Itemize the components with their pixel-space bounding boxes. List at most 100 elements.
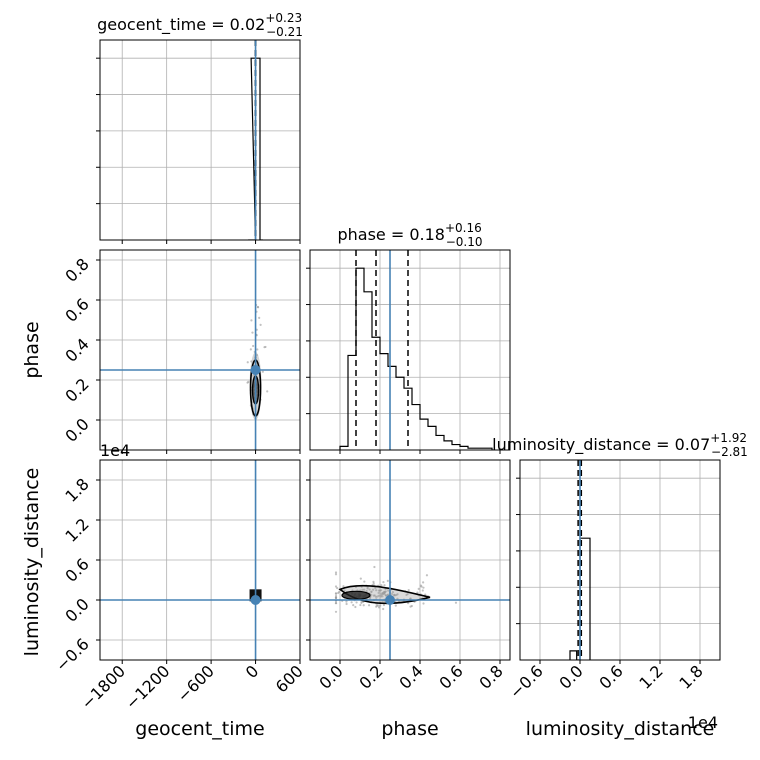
sample-point — [363, 580, 366, 583]
scatter-geocent_time-vs-luminosity_distance: −1800−1200 −600 0 600 −0.6 0.0 0.6 1.2 1.8 — [52, 459, 307, 713]
sample-point — [368, 588, 371, 591]
x-tick-label: −600 — [173, 661, 218, 706]
sample-point — [337, 591, 340, 595]
sample-point — [249, 348, 252, 351]
sample-point — [334, 592, 338, 595]
sample-point — [454, 601, 458, 604]
sample-point — [345, 600, 348, 603]
sample-point — [417, 587, 420, 590]
sample-point — [382, 607, 385, 611]
sample-point — [372, 580, 375, 583]
hist-luminosity_distance: −0.6 0.0 0.6 1.2 1.8 luminosity_distance = 0.… — [492, 431, 748, 702]
sample-point — [334, 571, 338, 574]
x-tick-label: 600 — [272, 661, 307, 696]
sample-point — [375, 605, 378, 608]
y-tick-label: 0.0 — [61, 414, 92, 445]
x-tick-label: 0.4 — [395, 661, 426, 692]
sample-point — [377, 589, 381, 592]
y-tick-label: −0.6 — [52, 634, 93, 675]
sample-point — [377, 606, 381, 609]
sample-point — [352, 604, 355, 607]
sample-point — [381, 592, 384, 595]
sample-point — [354, 605, 357, 609]
sample-point — [334, 596, 338, 600]
sample-point — [342, 585, 345, 588]
sample-point — [405, 593, 408, 597]
sample-point — [394, 604, 397, 607]
sample-point — [425, 574, 429, 577]
sample-point — [424, 593, 427, 596]
sample-point — [383, 584, 386, 587]
sample-point — [250, 319, 253, 322]
sample-point — [407, 588, 410, 592]
sample-point — [422, 581, 425, 584]
y-tick-label: 1.2 — [61, 514, 92, 545]
x-tick-label: 0.0 — [315, 661, 346, 692]
sample-point — [246, 361, 249, 364]
sample-point — [416, 591, 419, 594]
sample-point — [366, 586, 369, 589]
sample-point — [382, 581, 385, 584]
panel-title: phase = 0.18+0.16 −0.10 — [337, 221, 482, 249]
histogram-steps — [339, 267, 493, 450]
plot-area — [100, 250, 300, 450]
sample-point — [359, 603, 362, 607]
sample-point — [336, 586, 339, 590]
x-tick-label: 0.6 — [435, 661, 466, 692]
sample-point — [251, 331, 254, 334]
truth-marker — [250, 365, 261, 375]
sample-point — [372, 588, 375, 591]
y-tick-label: 0.2 — [61, 374, 92, 405]
axis-label: luminosity_distance — [21, 468, 43, 657]
y-tick-label: 0.8 — [61, 254, 92, 285]
sample-point — [383, 591, 386, 595]
y-offset-text: 1e4 — [100, 441, 130, 460]
axis-label: geocent_time — [135, 718, 264, 740]
hist-geocent_time: geocent_time = 0.02+0.23 −0.21 — [96, 11, 303, 244]
sample-point — [381, 595, 384, 598]
x-tick-label: 1.8 — [675, 661, 706, 692]
sample-point — [259, 323, 262, 326]
sample-point — [384, 594, 387, 597]
plot-area — [100, 460, 300, 660]
truth-marker — [250, 595, 261, 605]
sample-point — [334, 602, 338, 605]
x-tick-label: 0.0 — [555, 661, 586, 692]
sample-point — [256, 306, 260, 309]
sample-point — [377, 604, 380, 607]
axes-frame — [99, 39, 301, 241]
sample-point — [258, 316, 261, 319]
y-tick-label: 0.6 — [61, 554, 92, 585]
axis-label: luminosity_distance — [526, 718, 715, 740]
x-tick-label: 0.8 — [475, 661, 506, 692]
sample-point — [362, 604, 365, 607]
sample-point — [379, 604, 382, 607]
x-tick-label: 0.2 — [355, 661, 386, 692]
sample-point — [345, 602, 348, 606]
sample-point — [263, 346, 266, 349]
x-tick-label: 0 — [242, 661, 263, 682]
panel-title: geocent_time = 0.02+0.23 −0.21 — [97, 11, 303, 39]
histogram-steps — [569, 537, 591, 660]
x-tick-label: −1200 — [122, 661, 174, 713]
scatter-geocent_time-vs-phase: 0.0 0.2 0.4 0.6 0.8 — [61, 249, 301, 454]
x-tick-label: −0.6 — [506, 661, 547, 702]
sample-point — [391, 590, 395, 594]
plot-area — [310, 460, 510, 660]
sample-point — [256, 348, 259, 351]
sample-point — [355, 601, 358, 604]
sample-point — [386, 579, 389, 582]
y-tick-label: 0.0 — [61, 594, 92, 625]
sample-point — [360, 601, 363, 605]
axis-label: phase — [381, 718, 438, 740]
sample-point — [367, 604, 371, 607]
axes-frame — [309, 249, 511, 451]
sample-point — [390, 592, 394, 596]
x-tick-label: 1.2 — [635, 661, 666, 692]
x-tick-label: −1800 — [77, 661, 129, 713]
sample-point — [369, 597, 372, 600]
x-offset-text: 1e4 — [688, 713, 718, 732]
sample-point — [373, 594, 376, 597]
axes-frame — [99, 249, 301, 451]
plot-area — [569, 460, 591, 660]
